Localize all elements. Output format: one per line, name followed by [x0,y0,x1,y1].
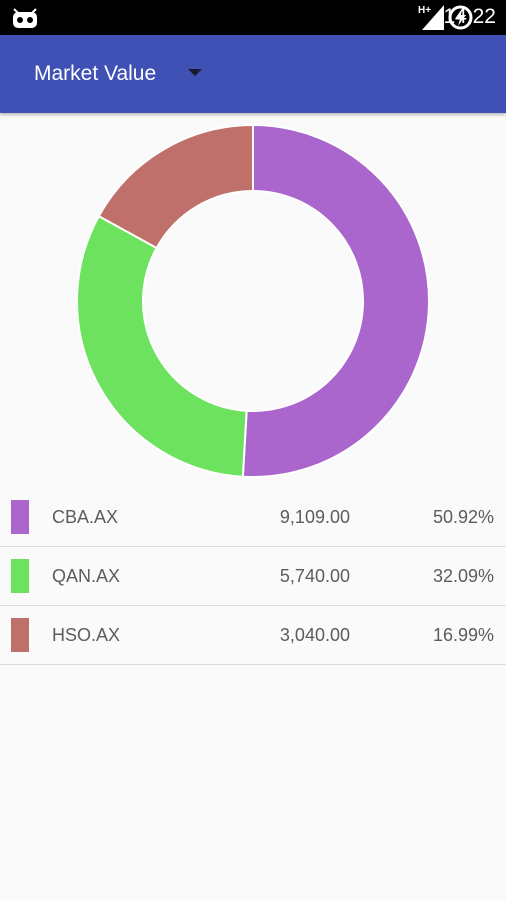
donut-slice-cba-ax[interactable] [241,123,431,478]
status-time: 14:22 [443,5,496,28]
legend-value: 5,740.00 [279,566,350,586]
spinner-label: Market Value [34,62,157,85]
legend-percent: 16.99% [432,625,494,645]
donut-chart[interactable] [76,123,431,478]
legend-symbol: HSO.AX [52,625,121,645]
legend-swatch [11,559,29,593]
app-bar: Market Value [0,35,506,113]
donut-slice-hso-ax[interactable] [97,123,254,250]
legend-value: 3,040.00 [279,625,350,645]
status-bar: H+ 14:22 [0,0,506,35]
legend-row-hso[interactable]: HSO.AX 3,040.00 16.99% [0,606,506,665]
legend-symbol: CBA.AX [52,507,119,527]
legend-list: CBA.AX 9,109.00 50.92% QAN.AX 5,740.00 3… [0,488,506,665]
network-type-label: H+ [418,5,432,16]
android-icon [13,8,37,28]
legend-percent: 50.92% [432,507,494,527]
legend-row-qan[interactable]: QAN.AX 5,740.00 32.09% [0,547,506,606]
legend-row-cba[interactable]: CBA.AX 9,109.00 50.92% [0,488,506,547]
legend-percent: 32.09% [432,566,494,586]
metric-spinner[interactable]: Market Value [34,35,156,113]
legend-swatch [11,500,29,534]
dropdown-arrow-icon[interactable] [188,69,202,77]
signal-icon [422,5,444,30]
legend-swatch [11,618,29,652]
donut-chart-svg [76,123,431,478]
donut-slice-qan-ax[interactable] [76,214,248,478]
legend-value: 9,109.00 [279,507,350,527]
battery-charging-icon [448,5,473,30]
legend-symbol: QAN.AX [52,566,121,586]
